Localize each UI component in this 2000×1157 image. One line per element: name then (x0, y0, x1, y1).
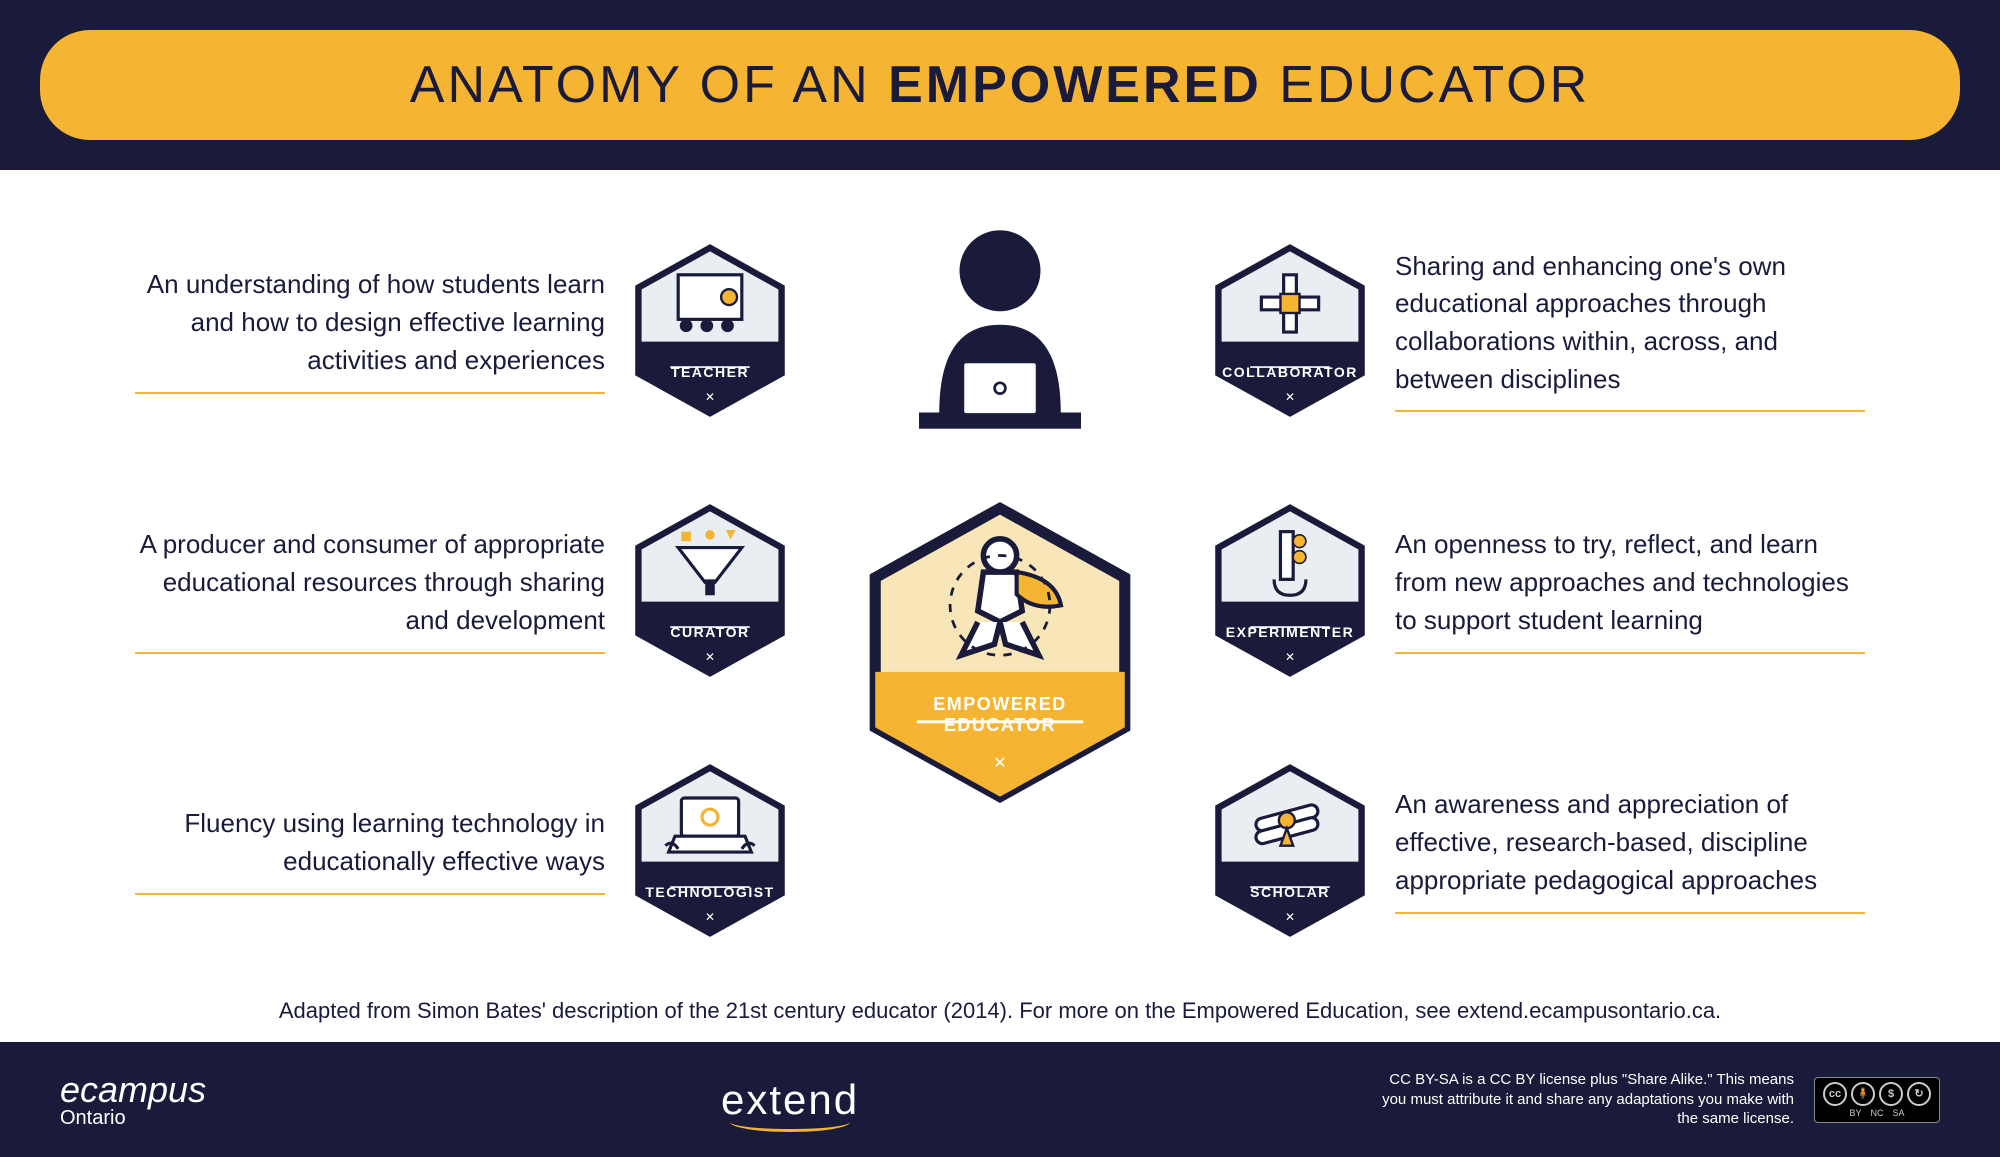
item-technologist: Fluency using learning technology in edu… (90, 763, 790, 938)
teacher-badge: TEACHER ✕ (630, 243, 790, 418)
item-teacher: An understanding of how students learn a… (90, 243, 790, 418)
header-bar: ANATOMY OF AN EMPOWERED EDUCATOR (0, 0, 2000, 170)
center-label-2: EDUCATOR (944, 715, 1056, 735)
extend-arc-icon (730, 1112, 850, 1132)
license-text: CC BY-SA is a CC BY license plus "Share … (1374, 1070, 1794, 1129)
item-scholar: SCHOLAR ✕ An awareness and appreciation … (1210, 763, 1910, 938)
technologist-badge: TECHNOLOGIST ✕ (630, 763, 790, 938)
badge-x-icon: ✕ (1210, 650, 1370, 664)
cc-label-nc: NC (1871, 1108, 1884, 1118)
title-prefix: ANATOMY OF AN (410, 56, 888, 114)
cc-label-by: BY (1849, 1108, 1861, 1118)
center-badge-label: EMPOWERED EDUCATOR (860, 694, 1140, 737)
badge-x-icon: ✕ (630, 390, 790, 404)
scholar-text: An awareness and appreciation of effecti… (1395, 786, 1865, 913)
experimenter-text: An openness to try, reflect, and learn f… (1395, 526, 1865, 653)
ecampus-logo: ecampus (60, 1069, 206, 1110)
footer-right: CC BY-SA is a CC BY license plus "Share … (1374, 1070, 1940, 1129)
item-curator: A producer and consumer of appropriate e… (90, 503, 790, 678)
technologist-label: TECHNOLOGIST (630, 884, 790, 900)
main-grid: An understanding of how students learn a… (0, 170, 2000, 990)
left-column: An understanding of how students learn a… (90, 200, 790, 980)
teacher-label: TEACHER (630, 364, 790, 380)
footer-bar: ecampus Ontario extend CC BY-SA is a CC … (0, 1042, 2000, 1157)
badge-x-icon: ✕ (630, 910, 790, 924)
person-laptop-icon (865, 210, 1135, 480)
attribution-text: Adapted from Simon Bates' description of… (0, 990, 2000, 1042)
cc-license-badge: cc 🧍 $ ↻ BY NC SA (1814, 1077, 1940, 1123)
teacher-text: An understanding of how students learn a… (135, 266, 605, 393)
cc-icon: cc (1823, 1082, 1847, 1106)
item-collaborator: COLLABORATOR ✕ Sharing and enhancing one… (1210, 243, 1910, 418)
main-title: ANATOMY OF AN EMPOWERED EDUCATOR (100, 55, 1900, 115)
curator-label: CURATOR (630, 624, 790, 640)
ecampus-sub: Ontario (60, 1107, 206, 1130)
collaborator-label: COLLABORATOR (1210, 364, 1370, 380)
footer-center-brand: extend (721, 1076, 859, 1124)
experimenter-label: EXPERIMENTER (1210, 624, 1370, 640)
technologist-text: Fluency using learning technology in edu… (135, 805, 605, 894)
right-column: COLLABORATOR ✕ Sharing and enhancing one… (1210, 200, 1910, 980)
center-label-1: EMPOWERED (933, 694, 1067, 714)
collaborator-text: Sharing and enhancing one's own educatio… (1395, 248, 1865, 413)
curator-badge: CURATOR ✕ (630, 503, 790, 678)
badge-x-icon: ✕ (1210, 390, 1370, 404)
title-pill: ANATOMY OF AN EMPOWERED EDUCATOR (40, 30, 1960, 140)
cc-label-sa: SA (1893, 1108, 1905, 1118)
by-icon: 🧍 (1851, 1082, 1875, 1106)
center-column: EMPOWERED EDUCATOR ✕ (810, 200, 1190, 980)
item-experimenter: EXPERIMENTER ✕ An openness to try, refle… (1210, 503, 1910, 678)
badge-x-icon: ✕ (630, 650, 790, 664)
sa-icon: ↻ (1907, 1082, 1931, 1106)
experimenter-badge: EXPERIMENTER ✕ (1210, 503, 1370, 678)
curator-text: A producer and consumer of appropriate e… (135, 526, 605, 653)
scholar-label: SCHOLAR (1210, 884, 1370, 900)
title-emphasis: EMPOWERED (888, 56, 1262, 114)
badge-x-icon: ✕ (860, 753, 1140, 773)
nc-icon: $ (1879, 1082, 1903, 1106)
badge-x-icon: ✕ (1210, 910, 1370, 924)
empowered-educator-badge: EMPOWERED EDUCATOR ✕ (860, 500, 1140, 805)
footer-left-brand: ecampus Ontario (60, 1069, 206, 1130)
collaborator-badge: COLLABORATOR ✕ (1210, 243, 1370, 418)
scholar-badge: SCHOLAR ✕ (1210, 763, 1370, 938)
title-suffix: EDUCATOR (1262, 56, 1590, 114)
